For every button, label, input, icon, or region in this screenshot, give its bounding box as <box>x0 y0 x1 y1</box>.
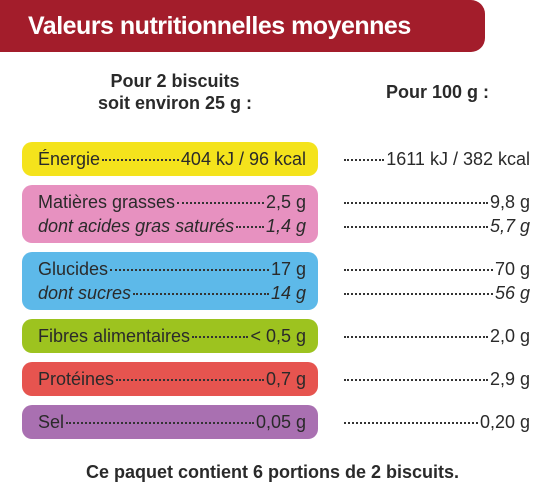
nutrient-label: Énergie <box>38 149 101 169</box>
per100-value: 2,0 g <box>489 326 530 346</box>
nutrient-label: Fibres alimentaires <box>38 326 191 346</box>
per100-cell: 2,0 g <box>342 319 530 353</box>
per100-value: 5,7 g <box>489 216 530 236</box>
per100-cell: 70 g 56 g <box>342 252 530 310</box>
per100-cell: 2,9 g <box>342 362 530 396</box>
portion-value: < 0,5 g <box>250 326 306 346</box>
nutrient-group: Glucides 17 g dont sucres 14 g 70 g 56 g <box>22 252 532 310</box>
per100-line: 56 g <box>342 281 530 305</box>
header-line: Pour 2 biscuits <box>110 71 240 91</box>
nutrient-line: Glucides 17 g <box>38 257 306 281</box>
portion-value: 2,5 g <box>265 192 306 212</box>
leader-dots <box>66 422 254 424</box>
leader-dots <box>133 293 269 295</box>
nutrient-line: Protéines 0,7 g <box>38 367 306 391</box>
nutrient-line: Énergie 404 kJ / 96 kcal <box>38 147 306 171</box>
leader-dots <box>344 336 488 338</box>
nutrient-table: Énergie 404 kJ / 96 kcal 1611 kJ / 382 kca… <box>22 142 532 448</box>
leader-dots <box>192 336 249 338</box>
nutrient-pill: Glucides 17 g dont sucres 14 g <box>22 252 318 310</box>
per100-value: 0,20 g <box>479 412 530 432</box>
portion-value: 14 g <box>270 283 306 303</box>
nutrient-pill: Fibres alimentaires < 0,5 g <box>22 319 318 353</box>
nutrient-group: Protéines 0,7 g 2,9 g <box>22 362 532 396</box>
per100-header: Pour 100 g : <box>385 82 490 102</box>
nutrient-line: dont acides gras saturés 1,4 g <box>38 214 306 238</box>
per100-line: 70 g <box>342 257 530 281</box>
per100-line: 9,8 g <box>342 190 530 214</box>
leader-dots <box>177 202 264 204</box>
nutrient-line: Sel 0,05 g <box>38 410 306 434</box>
per100-line: 2,9 g <box>342 367 530 391</box>
per100-value: 56 g <box>494 283 530 303</box>
per100-value: 1611 kJ / 382 kcal <box>386 149 530 169</box>
nutrient-line: Fibres alimentaires < 0,5 g <box>38 324 306 348</box>
nutrient-label: Sel <box>38 412 65 432</box>
nutrient-label: Matières grasses <box>38 192 176 212</box>
title: Valeurs nutritionnelles moyennes <box>0 0 485 52</box>
nutrient-group: Fibres alimentaires < 0,5 g 2,0 g <box>22 319 532 353</box>
per100-value: 70 g <box>494 259 530 279</box>
per100-line: 1611 kJ / 382 kcal <box>342 147 530 171</box>
portion-value: 0,7 g <box>265 369 306 389</box>
per100-value: 2,9 g <box>489 369 530 389</box>
nutrient-pill: Matières grasses 2,5 g dont acides gras sa… <box>22 185 318 243</box>
per100-cell: 9,8 g 5,7 g <box>342 185 530 243</box>
portion-value: 1,4 g <box>265 216 306 236</box>
nutrient-group: Sel 0,05 g 0,20 g <box>22 405 532 439</box>
nutrient-line: Matières grasses 2,5 g <box>38 190 306 214</box>
leader-dots <box>344 422 478 424</box>
leader-dots <box>236 226 264 228</box>
nutrient-group: Énergie 404 kJ / 96 kcal 1611 kJ / 382 kca… <box>22 142 532 176</box>
portion-value: 17 g <box>270 259 306 279</box>
leader-dots <box>344 293 493 295</box>
leader-dots <box>102 159 179 161</box>
nutrient-group: Matières grasses 2,5 g dont acides gras sa… <box>22 185 532 243</box>
per100-cell: 0,20 g <box>342 405 530 439</box>
leader-dots <box>344 379 488 381</box>
portion-value: 0,05 g <box>255 412 306 432</box>
leader-dots <box>344 159 385 161</box>
per100-line: 2,0 g <box>342 324 530 348</box>
nutrient-pill: Protéines 0,7 g <box>22 362 318 396</box>
per100-line: 5,7 g <box>342 214 530 238</box>
per100-line: 0,20 g <box>342 410 530 434</box>
nutrient-pill: Sel 0,05 g <box>22 405 318 439</box>
nutrient-label: Protéines <box>38 369 115 389</box>
nutrient-label: dont sucres <box>38 283 132 303</box>
nutrient-pill: Énergie 404 kJ / 96 kcal <box>22 142 318 176</box>
footer: Ce paquet contient 6 portions de 2 biscu… <box>85 462 460 482</box>
leader-dots <box>344 226 488 228</box>
leader-dots <box>110 269 269 271</box>
leader-dots <box>116 379 264 381</box>
nutrient-line: dont sucres 14 g <box>38 281 306 305</box>
nutrient-label: dont acides gras saturés <box>38 216 235 236</box>
leader-dots <box>344 202 488 204</box>
nutrient-label: Glucides <box>38 259 109 279</box>
portion-value: 404 kJ / 96 kcal <box>180 149 306 169</box>
per100-value: 9,8 g <box>489 192 530 212</box>
per100-cell: 1611 kJ / 382 kcal <box>342 142 530 176</box>
header-line: soit environ 25 g : <box>97 93 253 113</box>
leader-dots <box>344 269 493 271</box>
portion-header: Pour 2 biscuits soit environ 25 g : <box>60 70 290 114</box>
